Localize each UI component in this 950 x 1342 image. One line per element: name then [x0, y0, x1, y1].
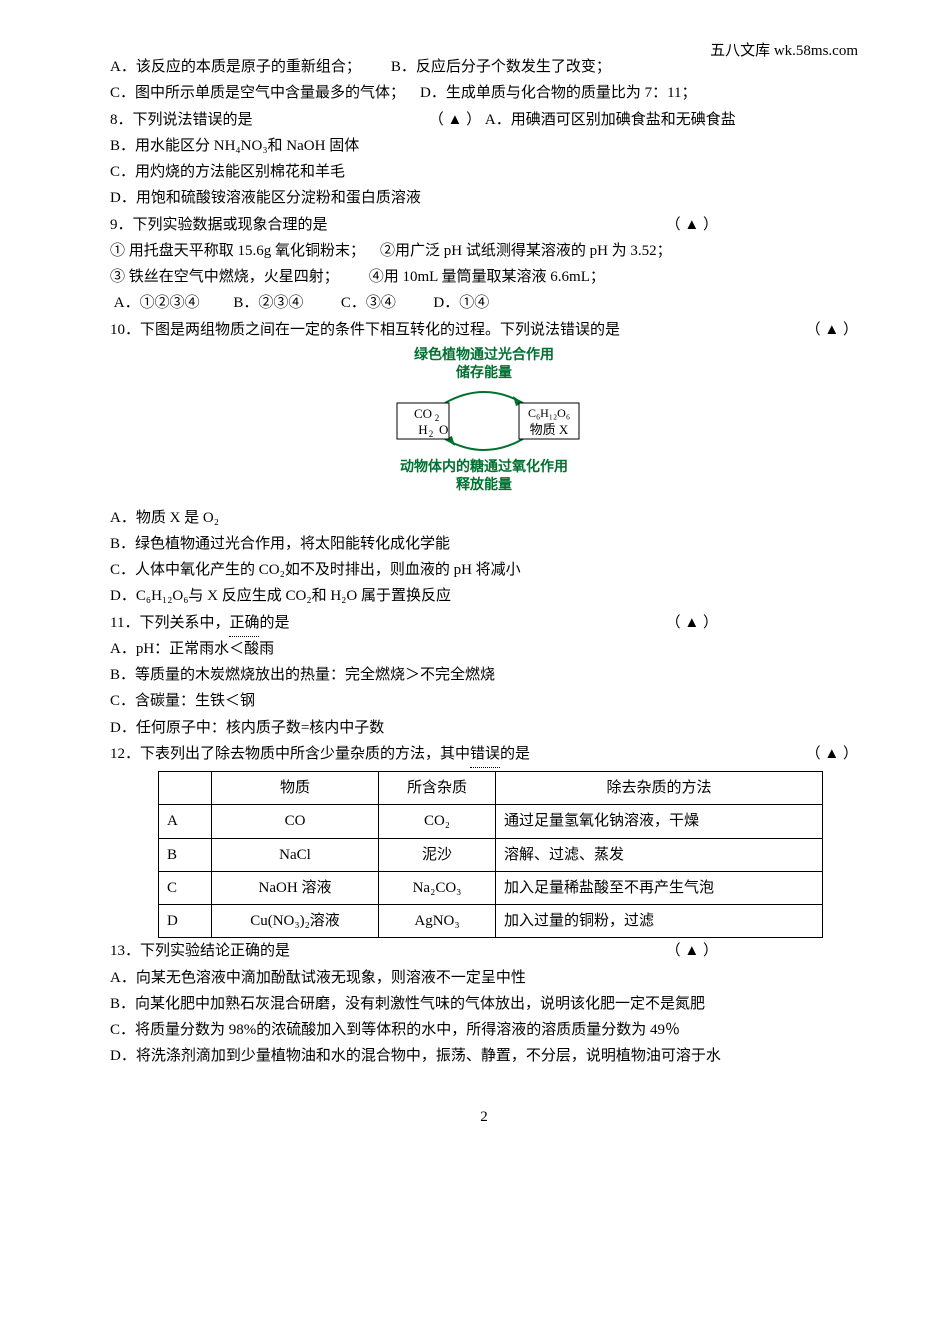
q12-a-3: 通过足量氢氧化钠溶液，干燥 [496, 805, 823, 838]
q8-stem-line: 8．下列说法错误的是 （ ▲ ） A．用碘酒可区别加碘食盐和无碘食盐 [110, 107, 858, 133]
svg-text:O: O [439, 422, 448, 437]
q12-stem-post: 的是 [500, 746, 530, 762]
q9-opt-a: A．①②③④ [114, 295, 200, 311]
q12-c-2: Na₂CO₃ [379, 871, 496, 904]
q11-stem-pre: 11．下列关系中， [110, 615, 229, 631]
q12-a-2: CO₂ [379, 805, 496, 838]
page-number: 2 [110, 1104, 858, 1130]
q12-b-3: 溶解、过滤、蒸发 [496, 838, 823, 871]
q7-opt-d: D．生成单质与化合物的质量比为 7：11； [420, 85, 697, 101]
q8-opt-a: A．用碘酒可区别加碘食盐和无碘食盐 [485, 112, 736, 128]
q9-stem: 9．下列实验数据或现象合理的是 [110, 212, 328, 238]
q12-col-3: 除去杂质的方法 [496, 772, 823, 805]
q9-items-12: ① 用托盘天平称取 15.6g 氧化铜粉末； ②用广泛 pH 试纸测得某溶液的 … [110, 238, 858, 264]
q9-stem-line: 9．下列实验数据或现象合理的是 （ ▲ ） [110, 212, 858, 238]
q9-items-34: ③ 铁丝在空气中燃烧，火星四射； ④用 10mL 量筒量取某溶液 6.6mL； [110, 264, 858, 290]
q9-item-2: ②用广泛 pH 试纸测得某溶液的 pH 为 3.52； [380, 243, 672, 259]
q8-opt-c-text: C．用灼烧的方法能区别棉花和羊毛 [110, 164, 345, 180]
q9-opt-b: B．②③④ [233, 295, 303, 311]
q7-opt-c: C．图中所示单质是空气中含量最多的气体； [110, 85, 405, 101]
q7-opts-cd: C．图中所示单质是空气中含量最多的气体； D．生成单质与化合物的质量比为 7：1… [110, 80, 858, 106]
q12-col-0 [159, 772, 212, 805]
svg-text:C₆H₁₂O₆: C₆H₁₂O₆ [528, 406, 570, 420]
q11-blank: （ ▲ ） [666, 610, 858, 636]
q11-opt-b: B．等质量的木炭燃烧放出的热量：完全燃烧＞不完全燃烧 [110, 662, 858, 688]
q10-stem-line: 10．下图是两组物质之间在一定的条件下相互转化的过程。下列说法错误的是 （ ▲ … [110, 317, 858, 343]
q12-a-1: CO [212, 805, 379, 838]
q13-opt-c: C．将质量分数为 98%的浓硫酸加入到等体积的水中，所得溶液的溶质质量分数为 4… [110, 1017, 858, 1043]
q13-opt-a: A．向某无色溶液中滴加酚酞试液无现象，则溶液不一定呈中性 [110, 965, 858, 991]
q12-stem-pre: 12．下表列出了除去物质中所含少量杂质的方法，其中 [110, 746, 470, 762]
q9-blank: （ ▲ ） [666, 212, 858, 238]
q7-opt-a: A．该反应的本质是原子的重新组合； [110, 59, 361, 75]
q10-opt-c: C．人体中氧化产生的 CO₂如不及时排出，则血液的 pH 将减小 [110, 557, 858, 583]
q9-options: A．①②③④ B．②③④ C．③④ D．①④ [110, 290, 858, 316]
q9-item-4: ④用 10mL 量筒量取某溶液 6.6mL； [369, 269, 605, 285]
q12-d-2: AgNO₃ [379, 905, 496, 938]
q13-stem-line: 13．下列实验结论正确的是 （ ▲ ） [110, 938, 858, 964]
q12-row-c: C NaOH 溶液 Na₂CO₃ 加入足量稀盐酸至不再产生气泡 [159, 871, 823, 904]
q11-stem-key: 正确 [229, 610, 259, 636]
q12-row-d: D Cu(NO₃)₂溶液 AgNO₃ 加入过量的铜粉，过滤 [159, 905, 823, 938]
q8-opt-c: C．用灼烧的方法能区别棉花和羊毛 [110, 159, 858, 185]
q12-stem-key: 错误 [470, 741, 500, 767]
q12-b-1: NaCl [212, 838, 379, 871]
q11-opt-a: A．pH：正常雨水＜酸雨 [110, 636, 858, 662]
q10-diag-top2: 储存能量 [379, 365, 589, 383]
q11-stem: 11．下列关系中，正确的是 [110, 610, 289, 636]
q12-table-header: 物质 所含杂质 除去杂质的方法 [159, 772, 823, 805]
svg-text:2: 2 [429, 429, 434, 439]
q12-d-1: Cu(NO₃)₂溶液 [212, 905, 379, 938]
q12-table: 物质 所含杂质 除去杂质的方法 A CO CO₂ 通过足量氢氧化钠溶液，干燥 B… [158, 771, 823, 938]
q12-c-1: NaOH 溶液 [212, 871, 379, 904]
watermark: 五八文库 wk.58ms.com [710, 38, 858, 64]
svg-text:CO: CO [414, 406, 432, 421]
q10-diagram-svg: CO 2 H 2 O C₆H₁₂O₆ 物质 X [379, 385, 589, 457]
q12-col-1: 物质 [212, 772, 379, 805]
q11-opt-d: D．任何原子中：核内质子数=核内中子数 [110, 715, 858, 741]
q13-opt-b: B．向某化肥中加熟石灰混合研磨，没有刺激性气味的气体放出，说明该化肥一定不是氮肥 [110, 991, 858, 1017]
q10-opt-b: B．绿色植物通过光合作用，将太阳能转化成化学能 [110, 531, 858, 557]
svg-text:H: H [418, 422, 427, 437]
q12-stem-line: 12．下表列出了除去物质中所含少量杂质的方法，其中错误的是 （ ▲ ） [110, 741, 858, 767]
q11-stem-line: 11．下列关系中，正确的是 （ ▲ ） [110, 610, 858, 636]
q12-d-0: D [159, 905, 212, 938]
svg-text:物质 X: 物质 X [530, 422, 569, 437]
q11-stem-post: 的是 [259, 615, 289, 631]
q8-blank: （ ▲ ） [429, 112, 481, 128]
q7-opt-b: B．反应后分子个数发生了改变； [391, 59, 611, 75]
q8-opt-b: B．用水能区分 NH₄NO₃和 NaOH 固体 [110, 133, 858, 159]
q10-stem: 10．下图是两组物质之间在一定的条件下相互转化的过程。下列说法错误的是 [110, 317, 620, 343]
q9-item-3: ③ 铁丝在空气中燃烧，火星四射； [110, 269, 339, 285]
q8-opt-d: D．用饱和硫酸铵溶液能区分淀粉和蛋白质溶液 [110, 185, 858, 211]
q10-diagram: 绿色植物通过光合作用 储存能量 CO 2 H 2 O C₆H₁₂O₆ 物质 X … [110, 347, 858, 499]
q10-opt-a: A．物质 X 是 O₂ [110, 505, 858, 531]
q12-stem: 12．下表列出了除去物质中所含少量杂质的方法，其中错误的是 [110, 741, 530, 767]
q13-stem: 13．下列实验结论正确的是 [110, 938, 290, 964]
q12-col-2: 所含杂质 [379, 772, 496, 805]
q10-diag-top1: 绿色植物通过光合作用 [379, 347, 589, 365]
q12-c-0: C [159, 871, 212, 904]
q10-opt-d: D．C₆H₁₂O₆与 X 反应生成 CO₂和 H₂O 属于置换反应 [110, 583, 858, 609]
q13-blank: （ ▲ ） [666, 938, 858, 964]
q8-opt-d-text: D．用饱和硫酸铵溶液能区分淀粉和蛋白质溶液 [110, 190, 421, 206]
q12-a-0: A [159, 805, 212, 838]
q9-opt-d: D．①④ [433, 295, 489, 311]
q8-stem: 8．下列说法错误的是 [110, 112, 253, 128]
q12-b-0: B [159, 838, 212, 871]
q11-opt-c: C．含碳量：生铁＜钢 [110, 688, 858, 714]
q12-c-3: 加入足量稀盐酸至不再产生气泡 [496, 871, 823, 904]
q12-blank: （ ▲ ） [806, 741, 858, 767]
q9-item-1: ① 用托盘天平称取 15.6g 氧化铜粉末； [110, 243, 365, 259]
q12-d-3: 加入过量的铜粉，过滤 [496, 905, 823, 938]
q8-opt-b-text: B．用水能区分 NH₄NO₃和 NaOH 固体 [110, 138, 359, 154]
q12-b-2: 泥沙 [379, 838, 496, 871]
q10-diag-bot1: 动物体内的糖通过氧化作用 [379, 459, 589, 477]
q9-opt-c: C．③④ [341, 295, 396, 311]
q12-row-b: B NaCl 泥沙 溶解、过滤、蒸发 [159, 838, 823, 871]
q12-row-a: A CO CO₂ 通过足量氢氧化钠溶液，干燥 [159, 805, 823, 838]
q13-opt-d: D．将洗涤剂滴加到少量植物油和水的混合物中，振荡、静置，不分层，说明植物油可溶于… [110, 1043, 858, 1069]
q10-diag-bot2: 释放能量 [379, 477, 589, 495]
q10-blank: （ ▲ ） [806, 317, 858, 343]
